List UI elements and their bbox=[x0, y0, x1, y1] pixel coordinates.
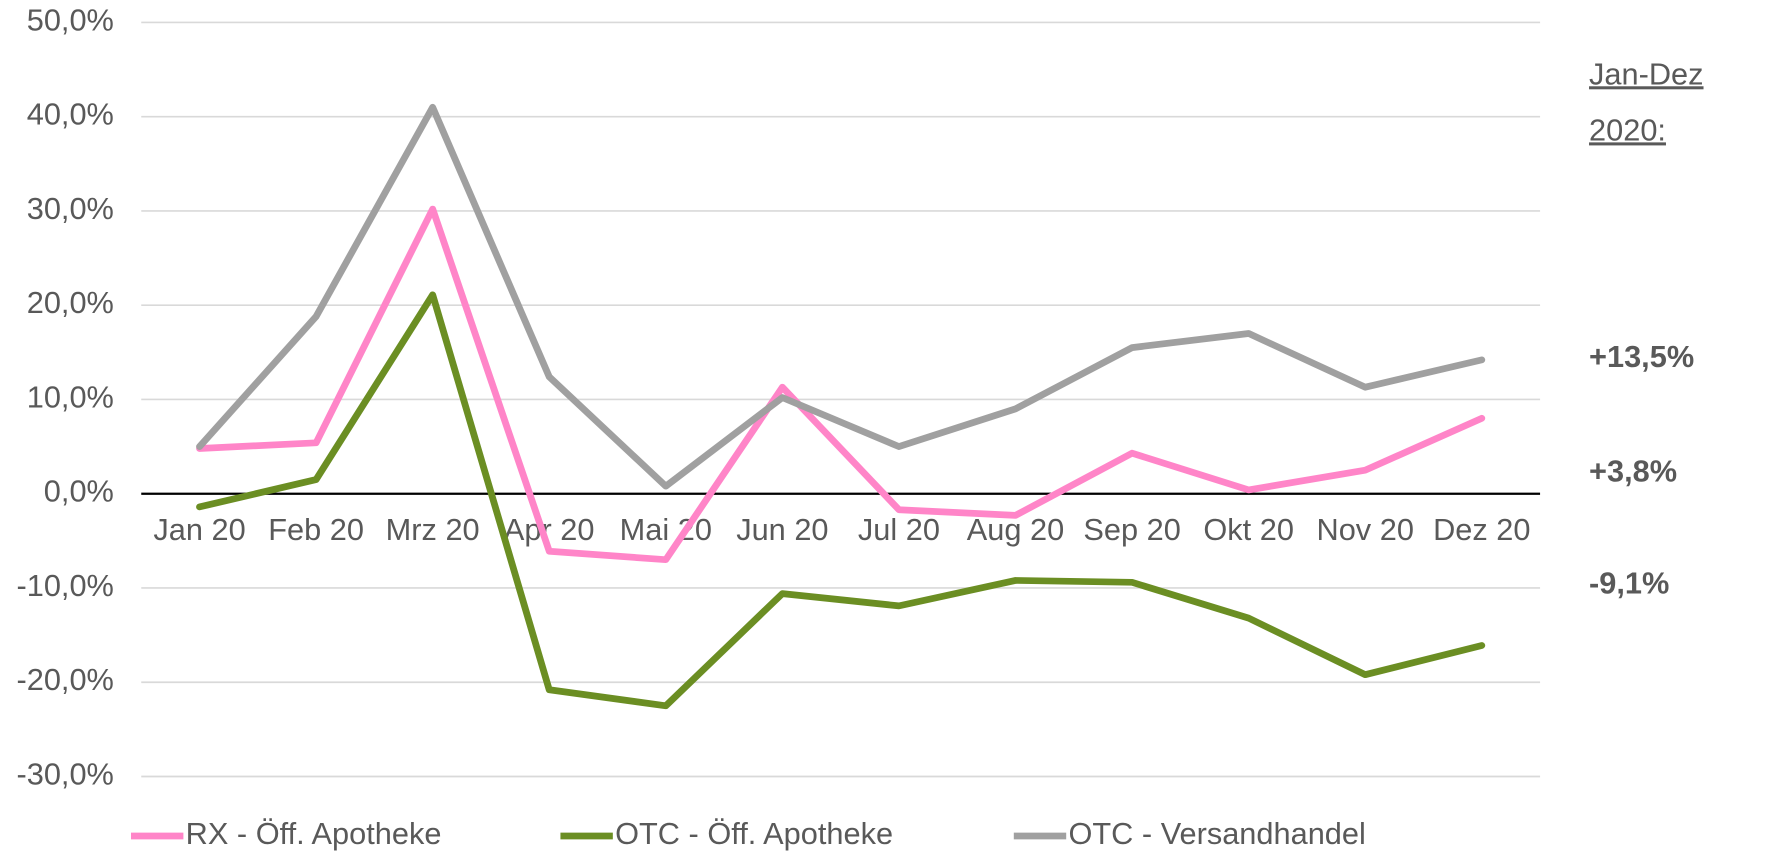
x-tick-label: Sep 20 bbox=[1083, 513, 1180, 547]
legend-label: OTC - Versandhandel bbox=[1068, 817, 1365, 851]
x-tick-label: Mai 20 bbox=[620, 513, 712, 547]
x-tick-label: Jun 20 bbox=[736, 513, 828, 547]
y-tick-label: 50,0% bbox=[27, 4, 114, 38]
legend-label: RX - Öff. Apotheke bbox=[186, 817, 442, 851]
annotation: -9,1% bbox=[1589, 567, 1669, 601]
x-tick-label: Okt 20 bbox=[1203, 513, 1294, 547]
x-tick-label: Jul 20 bbox=[858, 513, 940, 547]
x-tick-label: Nov 20 bbox=[1317, 513, 1414, 547]
heading: 2020: bbox=[1589, 114, 1666, 148]
x-tick-label: Dez 20 bbox=[1433, 513, 1530, 547]
annotation: +13,5% bbox=[1589, 340, 1694, 374]
y-tick-label: 20,0% bbox=[27, 286, 114, 320]
y-tick-label: 0,0% bbox=[44, 475, 114, 509]
annotation: +3,8% bbox=[1589, 455, 1677, 489]
x-tick-label: Jan 20 bbox=[153, 513, 245, 547]
series-line bbox=[196, 291, 1486, 710]
y-tick-label: -30,0% bbox=[16, 758, 113, 792]
y-tick-label: -10,0% bbox=[16, 569, 113, 603]
series-line bbox=[196, 103, 1486, 490]
heading: Jan-Dez bbox=[1589, 58, 1703, 92]
series-line bbox=[196, 205, 1486, 564]
x-tick-label: Mrz 20 bbox=[386, 513, 480, 547]
y-tick-label: -20,0% bbox=[16, 663, 113, 697]
y-tick-label: 30,0% bbox=[27, 192, 114, 226]
y-tick-label: 10,0% bbox=[27, 381, 114, 415]
y-tick-label: 40,0% bbox=[27, 98, 114, 132]
x-tick-label: Feb 20 bbox=[268, 513, 364, 547]
legend-label: OTC - Öff. Apotheke bbox=[615, 817, 893, 851]
